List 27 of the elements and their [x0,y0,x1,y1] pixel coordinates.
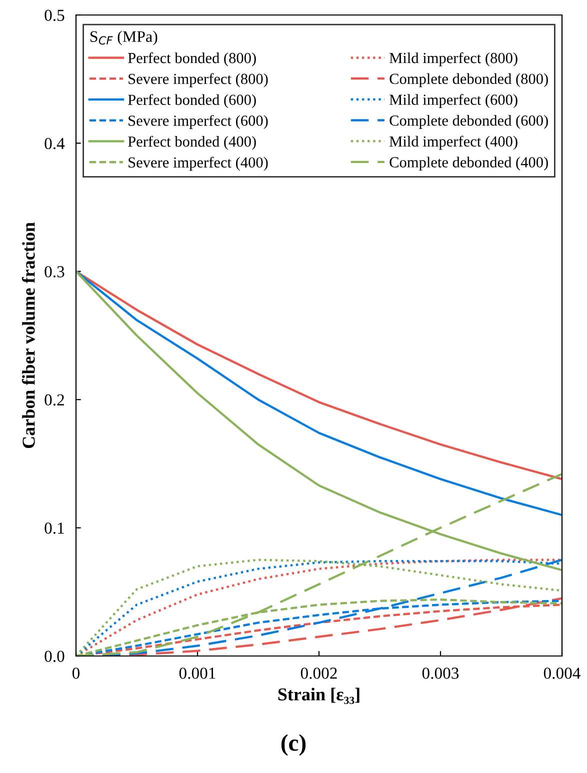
y-tick-label: 0.2 [44,394,64,406]
legend-label: Perfect bonded (800) [128,52,256,66]
legend-label: Mild imperfect (600) [390,94,518,108]
legend-label: Complete debonded (800) [390,73,548,88]
legend-label: Complete debonded (400) [390,156,548,171]
y-axis-title: Carbon fiber volume fraction [22,222,35,448]
x-tick-label: 0.003 [422,668,459,679]
legend-label: Perfect bonded (400) [128,136,256,150]
x-tick-label: 0.004 [544,668,580,679]
text: (c) [281,734,306,756]
x-axis-title: Strain [ε₃₃] [278,688,360,704]
legend-label: Perfect bonded (600) [128,94,256,108]
y-tick-label: 0.4 [44,138,65,150]
legend-label: Complete debonded (600) [390,114,548,129]
legend-label: Mild imperfect (400) [390,136,518,150]
y-tick-label: 0.3 [44,266,64,278]
legend-title: S$_{CF}$ (MPa) [90,30,158,46]
y-tick-label: 0.5 [44,10,64,22]
x-tick-label: 0 [72,668,80,679]
x-tick-label: 0.001 [179,668,216,679]
x-tick-label: 0.002 [300,668,337,679]
legend-label: Severe imperfect (600) [128,114,268,129]
legend-label: Severe imperfect (400) [128,156,268,171]
y-tick-label: 0.0 [44,650,64,662]
y-tick-label: 0.1 [44,522,64,534]
legend-label: Severe imperfect (800) [128,73,268,88]
legend-label: Mild imperfect (800) [390,52,518,66]
